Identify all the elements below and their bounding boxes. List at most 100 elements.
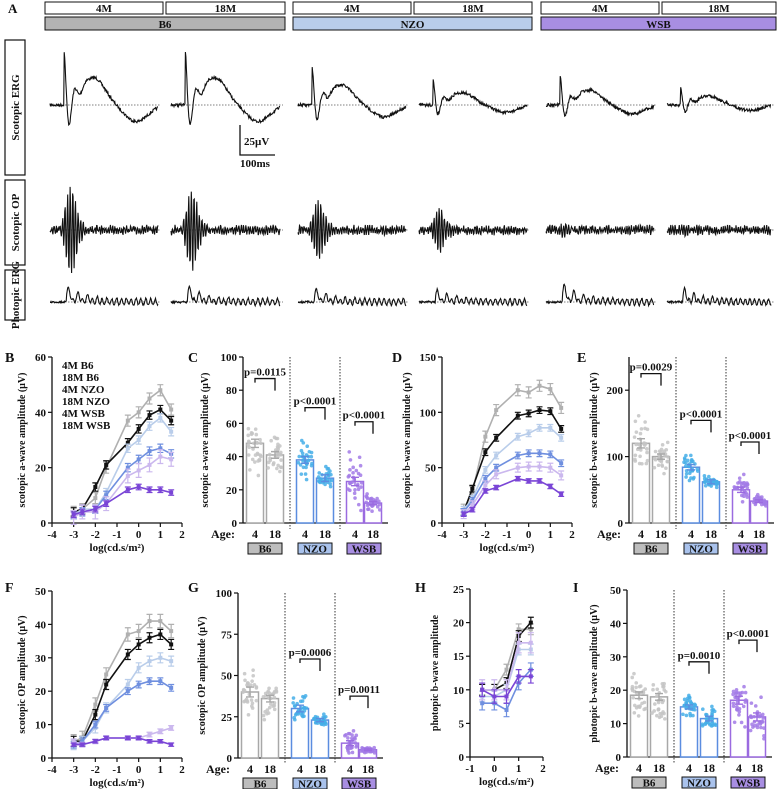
data-point (515, 453, 520, 458)
data-point (515, 413, 520, 418)
data-point (136, 735, 141, 740)
data-point (483, 467, 488, 472)
data-dot (759, 695, 763, 700)
legend-entry: 18M WSB (62, 420, 111, 432)
significance-bracket (738, 639, 758, 653)
data-dot (348, 468, 352, 472)
data-point (480, 701, 485, 706)
data-dot (634, 442, 638, 447)
data-dot (653, 449, 658, 454)
p-value-label: p=0.0115 (244, 367, 287, 379)
y-axis-label: scotopic a-wave amplitude (µV) (17, 373, 28, 508)
data-point (147, 659, 152, 664)
data-dot (328, 484, 333, 489)
data-dot (645, 450, 649, 455)
data-dot (752, 714, 756, 719)
age-tick-label: 18 (264, 762, 276, 776)
data-dot (299, 472, 304, 476)
strain-bar (44, 16, 286, 31)
y-tick-label: 0 (431, 518, 437, 530)
data-dot (301, 458, 305, 463)
y-tick-label: 0 (41, 518, 47, 530)
age-tick-label: 4 (252, 527, 258, 541)
y-tick-label: 25 (453, 584, 465, 596)
data-point (559, 473, 564, 478)
y-axis-label: scotopic b-wave amplitude (µV) (402, 372, 413, 507)
data-point (125, 440, 130, 445)
data-dot (366, 507, 371, 511)
data-dot (377, 508, 382, 512)
data-point (526, 451, 531, 456)
row-label: Photopic ERG (10, 260, 22, 329)
strain-label: WSB (738, 544, 763, 556)
data-dot (656, 707, 661, 711)
data-dot (326, 471, 331, 475)
data-dot (664, 447, 669, 452)
data-dot (258, 437, 262, 442)
data-point (136, 485, 141, 490)
data-point (71, 739, 76, 744)
bar-nzo-18: 18 (315, 464, 335, 541)
data-dot (682, 697, 687, 702)
error-bar (657, 453, 665, 460)
trace (49, 52, 158, 127)
data-dot (303, 472, 308, 476)
data-point (548, 409, 553, 414)
data-dot (353, 496, 357, 500)
x-tick-label: -1 (112, 529, 121, 541)
data-dot (714, 485, 719, 490)
data-dot (317, 479, 322, 484)
data-dot (639, 427, 644, 431)
data-point (526, 478, 531, 483)
data-point (169, 725, 174, 730)
series-line (73, 656, 172, 746)
bar (629, 694, 649, 758)
data-dot (351, 729, 356, 733)
y-tick-label: 100 (221, 352, 238, 364)
data-dot (354, 468, 359, 473)
data-dot (638, 431, 643, 436)
strain-label: NZO (401, 19, 425, 31)
data-dot (645, 458, 650, 463)
data-point (461, 512, 466, 517)
data-dot (762, 726, 766, 730)
data-point (158, 415, 163, 420)
data-dot (695, 469, 700, 473)
trace (545, 75, 655, 118)
age-tick-label: 4 (688, 527, 694, 541)
bar-b6-4: 4 (629, 671, 649, 775)
data-point (147, 449, 152, 454)
panel-d: D 0 50 100 150 -4 -3 -2 -1 0 1 2 log(cd.s/m²) scotopi… (392, 351, 575, 554)
y-tick-label: 10 (610, 719, 622, 731)
y-tick-label: 0 (459, 752, 465, 764)
data-dot (632, 711, 637, 715)
data-point (147, 619, 152, 624)
series-18m-wsb (460, 475, 565, 517)
data-point (526, 411, 531, 416)
data-dot (640, 461, 644, 466)
bar-wsb-4: 4 (729, 684, 749, 775)
strain-label: WSB (352, 544, 377, 556)
data-dot (734, 690, 739, 695)
x-tick-label: 0 (492, 763, 498, 775)
data-dot (351, 471, 355, 475)
scale-bar (239, 125, 275, 156)
data-dot (749, 714, 753, 718)
data-point (147, 679, 152, 684)
p-value-label: p<0.0001 (343, 410, 386, 422)
data-dot (271, 704, 275, 708)
bar-wsb-18: 18 (363, 492, 383, 541)
strain-label: NZO (687, 778, 711, 789)
data-point (80, 509, 85, 514)
y-tick-label: 20 (35, 463, 47, 475)
y-tick-label: 0 (618, 518, 624, 530)
age-tick-label: 4 (352, 527, 358, 541)
scale-time-label: 100ms (240, 158, 271, 170)
strain-box (297, 542, 333, 555)
panel-a: A 4M 18M 4M 18M 4M 18M B6 NZO WSB Scotopic ERG Scot… (4, 1, 777, 329)
data-dot (684, 464, 688, 468)
error-bar (737, 486, 745, 494)
data-point (136, 665, 141, 670)
series-4m-wsb (70, 449, 175, 525)
